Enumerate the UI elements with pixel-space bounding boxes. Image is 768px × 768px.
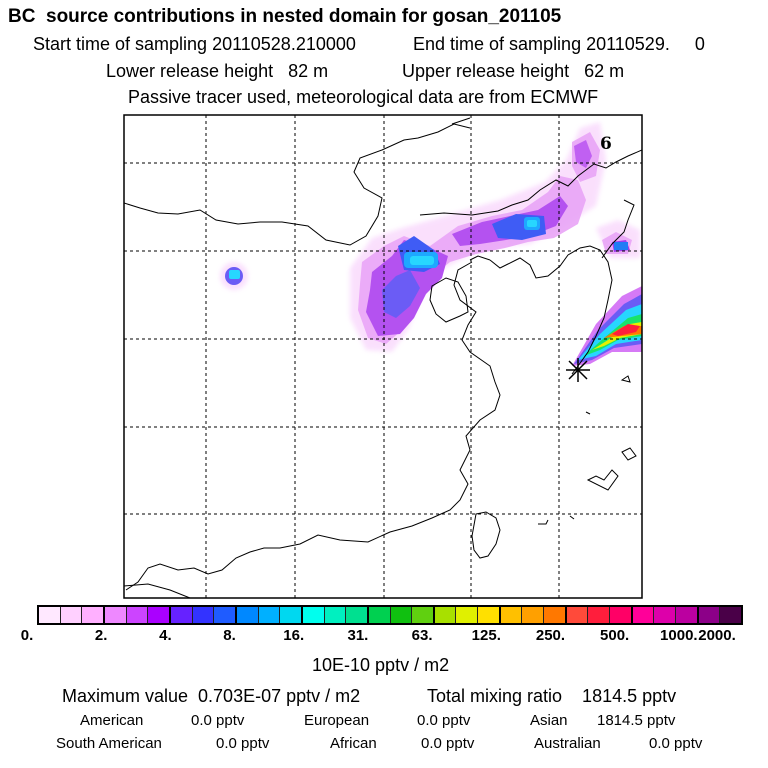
colorbar-tick-label: 125.: [471, 627, 501, 644]
total-mixing-label: Total mixing ratio 1814.5 pptv: [427, 686, 677, 706]
colorbar-cell: [610, 607, 633, 623]
colorbar-cell: [82, 607, 105, 623]
map-frame: [123, 114, 643, 599]
australian-label: Australian: [534, 735, 601, 752]
colorbar-cell: [500, 607, 523, 623]
colorbar-tick-label: 1000.: [660, 627, 698, 644]
colorbar: [37, 605, 743, 625]
colorbar-cell: [39, 607, 61, 623]
colorbar-cell: [214, 607, 237, 623]
colorbar-cell: [720, 607, 741, 623]
upper-release-label: Upper release height 62 m: [402, 61, 625, 81]
lat-lon-grid: [124, 115, 642, 598]
asterisk-icon: [566, 358, 590, 382]
australian-value: 0.0 pptv: [649, 735, 703, 752]
colorbar-unit: 10E-10 pptv / m2: [312, 655, 450, 675]
european-value: 0.0 pptv: [417, 712, 471, 729]
colorbar-cell: [632, 607, 655, 623]
colorbar-cell: [148, 607, 171, 623]
lower-release-label: Lower release height 82 m: [106, 61, 329, 81]
colorbar-tick-label: 2000.: [698, 627, 736, 644]
colorbar-tick-label: 16.: [283, 627, 305, 644]
max-value-label: Maximum value 0.703E-07 pptv / m2: [62, 686, 361, 706]
colorbar-cell: [192, 607, 215, 623]
colorbar-cell: [544, 607, 567, 623]
colorbar-tick-label: 2.: [94, 627, 108, 644]
map-corner-label: 6: [600, 134, 612, 154]
colorbar-cell: [258, 607, 281, 623]
colorbar-cell: [170, 607, 193, 623]
colorbar-cell: [412, 607, 435, 623]
coastlines: [124, 117, 642, 598]
colorbar-cell: [368, 607, 391, 623]
colorbar-cell: [390, 607, 413, 623]
colorbar-cell: [236, 607, 259, 623]
american-label: American: [80, 712, 144, 729]
colorbar-cell: [588, 607, 611, 623]
colorbar-tick-label: 0.: [20, 627, 34, 644]
end-time-label: End time of sampling 20110529. 0: [413, 34, 705, 54]
colorbar-cell: [104, 607, 127, 623]
colorbar-cell: [522, 607, 545, 623]
colorbar-tick-label: 8.: [223, 627, 236, 644]
colorbar-cell: [346, 607, 369, 623]
colorbar-cell: [566, 607, 589, 623]
colorbar-tick-label: 250.: [535, 627, 566, 644]
colorbar-cell: [654, 607, 677, 623]
colorbar-cell: [280, 607, 303, 623]
colorbar-tick-label: 31.: [347, 627, 369, 644]
colorbar-cell: [478, 607, 501, 623]
colorbar-cell: [676, 607, 699, 623]
asian-label: Asian: [530, 712, 568, 729]
european-label: European: [304, 712, 370, 729]
african-value: 0.0 pptv: [421, 735, 475, 752]
plot-title: BC source contributions in nested domain…: [8, 6, 562, 27]
colorbar-cell: [456, 607, 479, 623]
colorbar-cell: [302, 607, 325, 623]
south-american-label: South American: [56, 735, 162, 752]
colorbar-cell: [324, 607, 347, 623]
american-value: 0.0 pptv: [191, 712, 245, 729]
colorbar-cell: [698, 607, 721, 623]
tracer-note: Passive tracer used, meteorological data…: [128, 87, 599, 107]
colorbar-tick-label: 4.: [159, 627, 172, 644]
asian-value: 1814.5 pptv: [597, 712, 676, 729]
colorbar-cell: [434, 607, 457, 623]
colorbar-tick-label: 63.: [411, 627, 433, 644]
african-label: African: [330, 735, 377, 752]
colorbar-cell: [126, 607, 149, 623]
colorbar-cell: [60, 607, 83, 623]
start-time-label: Start time of sampling 20110528.210000: [33, 34, 356, 54]
colorbar-tick-label: 500.: [600, 627, 630, 644]
south-american-value: 0.0 pptv: [216, 735, 270, 752]
